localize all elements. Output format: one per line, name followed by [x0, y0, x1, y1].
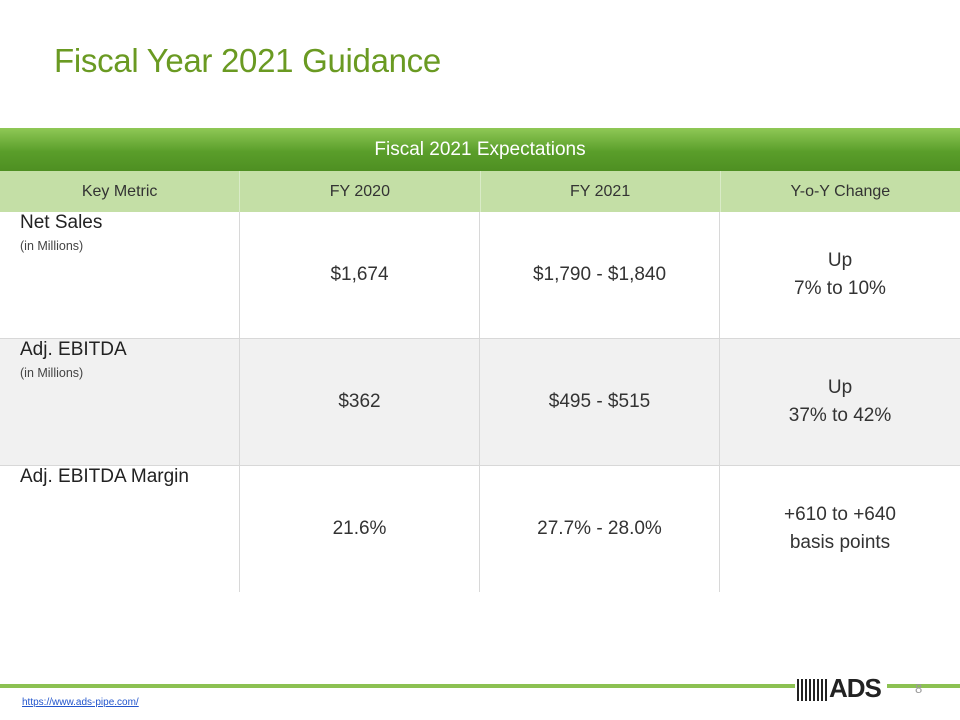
table-banner: Fiscal 2021 Expectations — [0, 128, 960, 171]
metric-unit: (in Millions) — [20, 366, 84, 380]
logo-text: ADS — [829, 673, 882, 703]
footer-divider — [0, 684, 960, 688]
slide-title: Fiscal Year 2021 Guidance — [54, 42, 441, 79]
logo-stripes-icon — [797, 679, 827, 702]
table-row: Adj. EBITDA (in Millions) $362 $495 - $5… — [0, 339, 960, 466]
metric-unit: (in Millions) — [20, 239, 84, 253]
footer-link[interactable]: https://www.ads-pipe.com/ — [22, 697, 139, 708]
metric-name: Net Sales — [20, 212, 103, 233]
header-fy2020: FY 2020 — [240, 171, 481, 212]
yoy-change-line2: basis points — [789, 532, 891, 553]
yoy-change-line1: +610 to +640 — [784, 504, 896, 525]
page-number: 8 — [915, 681, 923, 696]
table-row: Net Sales (in Millions) $1,674 $1,790 - … — [0, 212, 960, 339]
table-row: Adj. EBITDA Margin 21.6% 27.7% - 28.0% +… — [0, 466, 960, 592]
fy2020-value: $1,674 — [240, 212, 480, 338]
ads-logo: ADS — [797, 673, 882, 704]
metric-cell: Adj. EBITDA (in Millions) — [0, 339, 240, 465]
yoy-change-cell: Up 7% to 10% — [720, 212, 960, 338]
metric-cell: Net Sales (in Millions) — [0, 212, 240, 338]
metric-name: Adj. EBITDA Margin — [20, 466, 189, 487]
header-key-metric: Key Metric — [0, 171, 241, 212]
yoy-change-cell: +610 to +640 basis points — [720, 466, 960, 592]
metric-name: Adj. EBITDA — [20, 339, 127, 360]
fy2020-value: $362 — [240, 339, 480, 465]
yoy-change-line2: 7% to 10% — [794, 278, 886, 299]
header-fy2021: FY 2021 — [481, 171, 721, 212]
guidance-table: Fiscal 2021 Expectations Key Metric FY 2… — [0, 128, 960, 592]
metric-cell: Adj. EBITDA Margin — [0, 466, 240, 592]
yoy-change-line2: 37% to 42% — [788, 405, 892, 426]
fy2021-value: $495 - $515 — [480, 339, 720, 465]
yoy-change-line1: Up — [827, 250, 853, 271]
header-yoy-change: Y-o-Y Change — [790, 182, 891, 200]
fy2021-value: $1,790 - $1,840 — [480, 212, 720, 338]
yoy-change-line1: Up — [827, 377, 853, 398]
yoy-change-cell: Up 37% to 42% — [720, 339, 960, 465]
fy2020-value: 21.6% — [240, 466, 480, 592]
fy2021-value: 27.7% - 28.0% — [480, 466, 720, 592]
table-header-row: Key Metric FY 2020 FY 2021 Y-o-Y Change — [0, 171, 960, 212]
